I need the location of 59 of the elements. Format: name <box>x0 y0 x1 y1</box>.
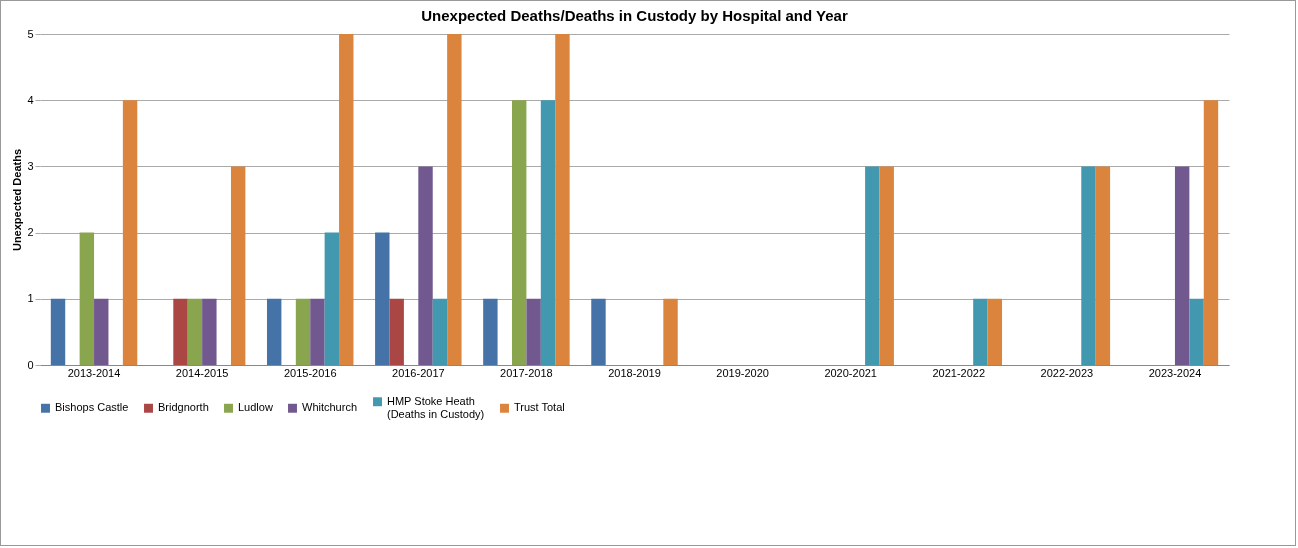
y-tick-label: 0 <box>27 358 34 371</box>
bar <box>526 298 541 365</box>
bar <box>173 298 188 365</box>
bar <box>324 232 340 365</box>
bar <box>202 298 217 365</box>
x-tick-label: 2020-2021 <box>824 366 877 379</box>
x-tick-label: 2017-2018 <box>500 366 553 379</box>
bar <box>865 166 880 365</box>
x-tick-label: 2015-2016 <box>283 366 337 379</box>
legend-label: Bishops Castle <box>55 401 129 414</box>
bar <box>987 298 1003 365</box>
bar <box>50 298 66 365</box>
bar <box>1095 166 1111 365</box>
legend-label: HMP Stoke Heath (Deaths in Custody) <box>387 394 485 420</box>
y-tick-label: 4 <box>27 93 34 106</box>
y-axis-title: Unexpected Deaths <box>11 148 24 252</box>
bar <box>339 34 354 365</box>
bar <box>540 100 556 365</box>
y-tick-label: 1 <box>27 292 34 305</box>
bar <box>310 298 325 365</box>
y-tick-label: 5 <box>27 27 34 40</box>
x-tick-label: 2014-2015 <box>175 366 229 379</box>
bar <box>1081 166 1096 365</box>
x-tick-label: 2023-2024 <box>1148 366 1202 379</box>
bar <box>663 298 678 365</box>
bar <box>389 298 404 365</box>
bar <box>432 298 448 365</box>
bar <box>447 34 462 365</box>
legend-label: Ludlow <box>238 401 273 414</box>
bar <box>973 298 988 365</box>
bar <box>591 298 606 365</box>
bar <box>1203 100 1219 365</box>
bar <box>1174 166 1190 365</box>
x-tick-label: 2021-2022 <box>932 366 986 379</box>
bar <box>230 166 246 365</box>
bar <box>79 232 95 365</box>
x-tick-label: 2013-2014 <box>67 366 121 379</box>
bar <box>879 166 894 365</box>
bar <box>94 298 109 365</box>
bar <box>512 100 527 365</box>
legend-label: Bridgnorth <box>158 401 209 414</box>
bar <box>266 298 282 365</box>
x-tick-label: 2019-2020 <box>716 366 769 379</box>
x-tick-label: 2016-2017 <box>392 366 445 379</box>
bar <box>418 166 433 365</box>
y-tick-label: 3 <box>27 159 34 172</box>
x-tick-label: 2018-2019 <box>608 366 661 379</box>
bar <box>555 34 570 365</box>
legend-label: Whitchurch <box>302 401 358 414</box>
legend-label: Trust Total <box>514 401 565 414</box>
bar <box>1189 298 1204 365</box>
bar <box>375 232 390 365</box>
bar <box>483 298 498 365</box>
bar <box>295 298 311 365</box>
y-tick-label: 2 <box>27 226 34 239</box>
bar <box>122 100 138 365</box>
chart-title: Unexpected Deaths/Deaths in Custody by Hospital and Year <box>421 7 848 24</box>
x-tick-label: 2022-2023 <box>1040 366 1094 379</box>
bar <box>187 298 203 365</box>
